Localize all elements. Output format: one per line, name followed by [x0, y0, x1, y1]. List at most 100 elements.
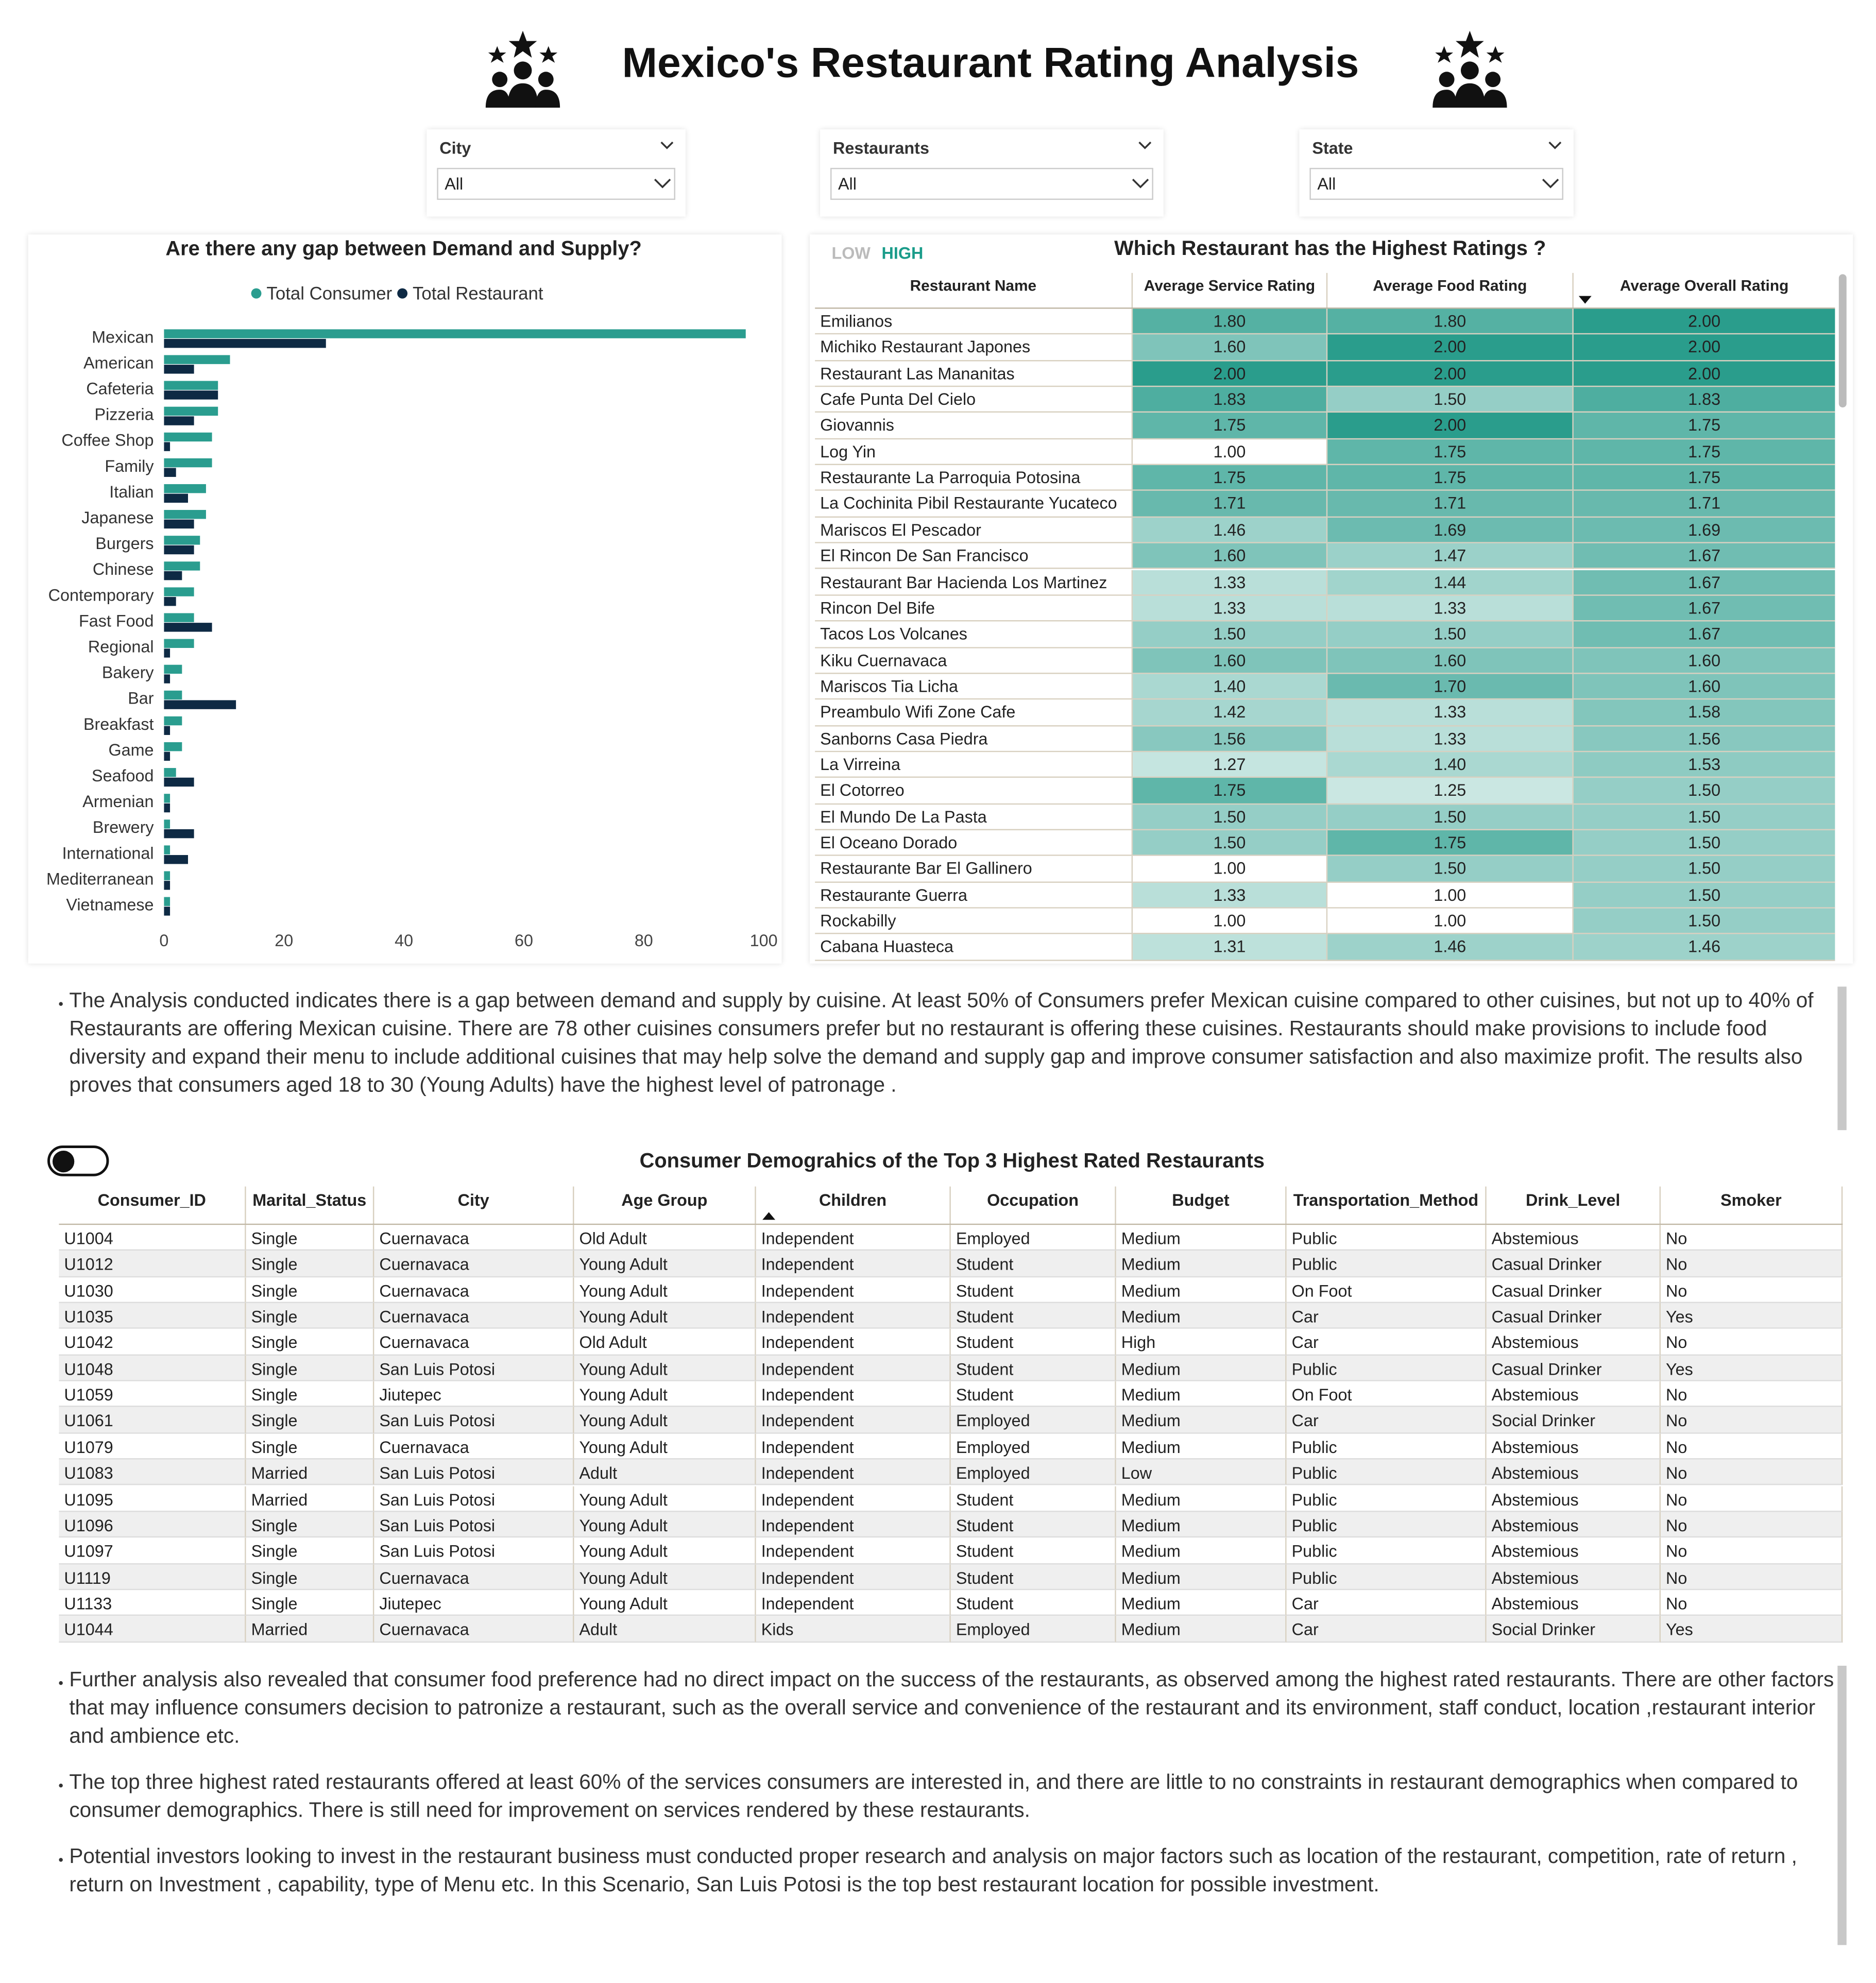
table-cell: Cuernavaca — [374, 1433, 574, 1460]
dropdown-arrow[interactable] — [1132, 178, 1150, 190]
table-cell: Single — [246, 1407, 374, 1434]
chevron-path[interactable] — [1542, 179, 1559, 189]
people-icon — [1432, 30, 1507, 108]
table-cell: Young Adult — [574, 1407, 756, 1434]
table-cell: No — [1661, 1251, 1843, 1277]
filter-collapse[interactable] — [1138, 141, 1152, 151]
table-cell: San Luis Potosi — [374, 1485, 574, 1512]
dropdown-arrow[interactable] — [654, 178, 672, 190]
rating-cell: 1.33 — [1133, 595, 1328, 622]
rating-cell: 1.70 — [1327, 674, 1574, 700]
people-icon — [485, 30, 560, 108]
filter-dropdown[interactable]: All — [437, 167, 676, 200]
table-cell: U1079 — [59, 1433, 246, 1460]
filter-value[interactable]: All — [838, 174, 857, 194]
table-cell: U1119 — [59, 1564, 246, 1590]
chevron-path[interactable] — [1548, 141, 1562, 149]
table-cell: Abstemious — [1486, 1381, 1661, 1408]
table-cell: Single — [246, 1225, 374, 1251]
y-tick-label: Contemporary — [48, 586, 155, 604]
chevron-path[interactable] — [660, 141, 674, 149]
chevron-path[interactable] — [1132, 179, 1149, 189]
table-cell: Independent — [756, 1381, 951, 1408]
y-tick-label: Bakery — [102, 663, 154, 682]
bullet-dot — [59, 1002, 63, 1006]
scrollbar — [1838, 274, 1847, 408]
y-tick-label: Cafeteria — [86, 380, 154, 398]
table-cell: Adult — [574, 1459, 756, 1486]
table-cell: Public — [1286, 1433, 1487, 1460]
restaurant-name: Restaurant Las Mananitas — [815, 361, 1133, 387]
bar — [164, 510, 206, 519]
bar — [164, 381, 218, 390]
column-header: Marital_Status — [246, 1186, 374, 1225]
rating-cell: 1.47 — [1327, 543, 1574, 570]
table-cell: No — [1661, 1381, 1843, 1408]
rating-cell: 1.60 — [1327, 647, 1574, 674]
y-tick-label: Mexican — [92, 328, 154, 346]
bar — [164, 664, 182, 674]
y-tick-label: Coffee Shop — [61, 431, 154, 450]
dropdown-arrow[interactable] — [1542, 178, 1560, 190]
legend-marker — [251, 288, 262, 299]
restaurant-name: Restaurant Bar Hacienda Los Martinez — [815, 569, 1133, 596]
table-cell: No — [1661, 1589, 1843, 1616]
restaurant-name: Emilianos — [815, 309, 1133, 335]
chevron-path[interactable] — [654, 179, 671, 189]
table-cell: Adult — [574, 1616, 756, 1643]
bar — [164, 458, 212, 468]
rating-cell: 1.50 — [1327, 856, 1574, 883]
table-cell: Old Adult — [574, 1225, 756, 1251]
restaurant-name: Tacos Los Volcanes — [815, 622, 1133, 648]
table-cell: U1061 — [59, 1407, 246, 1434]
rating-cell: 1.67 — [1573, 543, 1835, 570]
table-cell: Abstemious — [1486, 1537, 1661, 1564]
filter-value[interactable]: All — [1317, 174, 1336, 194]
table-cell: Student — [950, 1303, 1116, 1329]
table-cell: Independent — [756, 1589, 951, 1616]
table-cell: Single — [246, 1537, 374, 1564]
rating-cell: 1.33 — [1327, 595, 1574, 622]
restaurant-name: Cabana Huasteca — [815, 934, 1133, 961]
table-cell: Medium — [1116, 1381, 1287, 1408]
table-cell: No — [1661, 1564, 1843, 1590]
bar — [164, 726, 170, 735]
table-cell: On Foot — [1286, 1381, 1487, 1408]
chevron-path[interactable] — [1138, 141, 1152, 149]
y-tick-label: Regional — [88, 638, 154, 656]
filter-label: State — [1312, 138, 1353, 158]
rating-cell: 1.00 — [1327, 908, 1574, 935]
bar — [164, 329, 746, 338]
bar — [164, 623, 212, 632]
toggle[interactable] — [47, 1146, 109, 1176]
toggle-knob[interactable] — [52, 1150, 75, 1172]
table-cell: Independent — [756, 1355, 951, 1381]
rating-cell: 1.46 — [1133, 517, 1328, 544]
filter-value[interactable]: All — [445, 174, 464, 194]
rating-cell: 1.33 — [1133, 882, 1328, 909]
restaurant-name: El Cotorreo — [815, 778, 1133, 805]
rating-cell: 1.46 — [1327, 934, 1574, 961]
bar — [164, 690, 182, 700]
table-cell: San Luis Potosi — [374, 1459, 574, 1486]
rating-cell: 1.50 — [1573, 882, 1835, 909]
column-header: Average Service Rating — [1133, 272, 1328, 309]
y-tick-label: Fast Food — [79, 611, 154, 630]
y-tick-label: Chinese — [93, 560, 154, 578]
filter-label: City — [439, 138, 471, 158]
filter-collapse[interactable] — [660, 141, 674, 151]
table-cell: Medium — [1116, 1512, 1287, 1538]
filter-dropdown[interactable]: All — [830, 167, 1153, 200]
table-cell: Casual Drinker — [1486, 1355, 1661, 1381]
table-cell: Medium — [1116, 1251, 1287, 1277]
table-cell: Student — [950, 1381, 1116, 1408]
bar — [164, 613, 194, 622]
y-tick-label: Italian — [109, 483, 154, 501]
filter-dropdown[interactable]: All — [1309, 167, 1563, 200]
table-cell: Medium — [1116, 1537, 1287, 1564]
table-cell: U1133 — [59, 1589, 246, 1616]
rating-cell: 1.50 — [1133, 830, 1328, 857]
filter-collapse[interactable] — [1548, 141, 1562, 151]
table-cell: Public — [1286, 1485, 1487, 1512]
table-cell: Jiutepec — [374, 1589, 574, 1616]
